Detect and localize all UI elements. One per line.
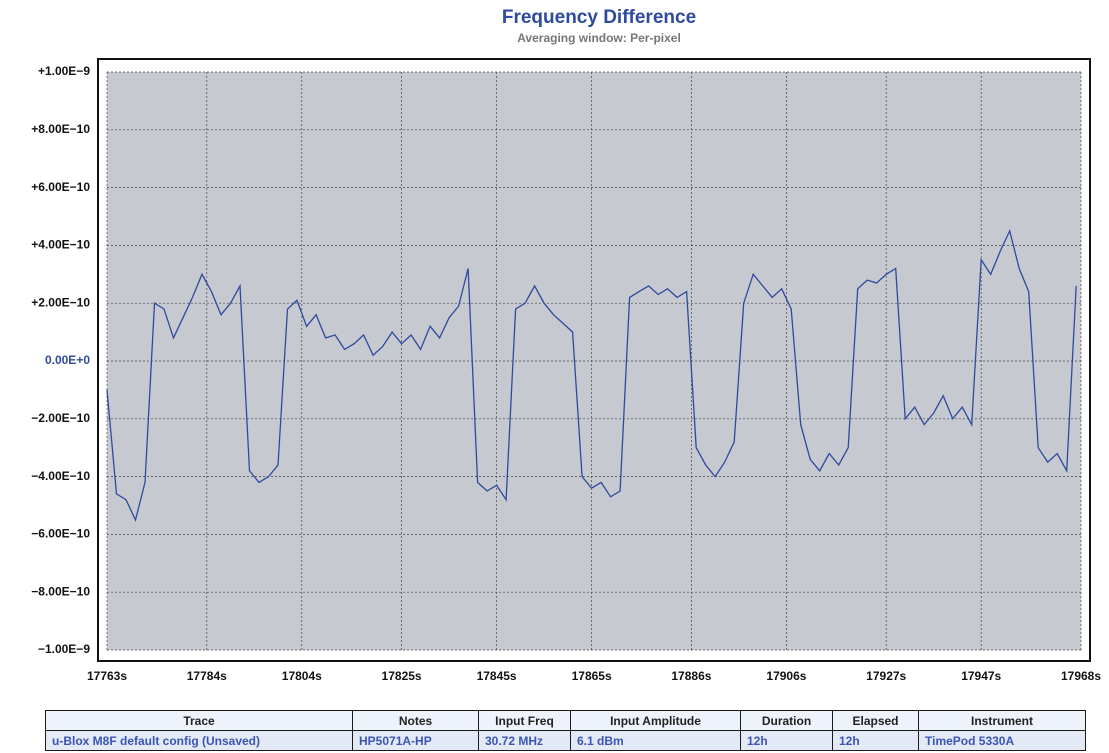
x-tick-label: 17865s (572, 669, 612, 683)
table-cell: 12h (832, 730, 919, 751)
plot-area (107, 72, 1081, 650)
x-tick-label: 17968s (1061, 669, 1101, 683)
column-header: Instrument (918, 710, 1086, 731)
column-header: Trace (45, 710, 353, 731)
y-tick-label: +8.00E−10 (31, 122, 90, 136)
info-table: Trace Notes Input Freq Input Amplitude Durat… (45, 710, 1086, 751)
table-row: u-Blox M8F default config (Unsaved) HP507… (45, 730, 1086, 751)
chart-title: Frequency Difference (502, 7, 696, 28)
y-tick-label: −4.00E−10 (31, 469, 90, 483)
y-tick-label: −1.00E−9 (38, 642, 90, 656)
chart-subtitle: Averaging window: Per-pixel (517, 31, 681, 45)
x-tick-label: 17825s (382, 669, 422, 683)
table-cell: 30.72 MHz (478, 730, 571, 751)
chart: Frequency Difference Averaging window: P… (31, 7, 1101, 683)
column-header: Input Freq (478, 710, 571, 731)
table-cell: 12h (740, 730, 833, 751)
x-tick-label: 17927s (866, 669, 906, 683)
x-tick-label: 17906s (766, 669, 806, 683)
column-header: Input Amplitude (570, 710, 741, 731)
table-header: Trace Notes Input Freq Input Amplitude Durat… (45, 710, 1086, 731)
x-tick-label: 17784s (187, 669, 227, 683)
column-header: Duration (740, 710, 833, 731)
table-cell: 6.1 dBm (570, 730, 741, 751)
x-tick-label: 17804s (282, 669, 322, 683)
table-body: u-Blox M8F default config (Unsaved) HP507… (45, 730, 1086, 751)
y-tick-label: 0.00E+0 (45, 353, 90, 367)
column-header: Notes (352, 710, 479, 731)
table-cell: HP5071A-HP (352, 730, 479, 751)
x-tick-label: 17886s (671, 669, 711, 683)
y-tick-label: −2.00E−10 (31, 411, 90, 425)
y-tick-label: −8.00E−10 (31, 584, 90, 598)
y-tick-label: +6.00E−10 (31, 180, 90, 194)
x-tick-label: 17947s (961, 669, 1001, 683)
table-cell: TimePod 5330A (918, 730, 1086, 751)
table-cell: u-Blox M8F default config (Unsaved) (45, 730, 353, 751)
x-tick-label: 17845s (477, 669, 517, 683)
y-tick-label: +2.00E−10 (31, 295, 90, 309)
data-line (106, 228, 1077, 522)
y-tick-label: −6.00E−10 (31, 527, 90, 541)
y-tick-label: +1.00E−9 (38, 64, 90, 78)
y-tick-label: +4.00E−10 (31, 238, 90, 252)
x-tick-label: 17763s (87, 669, 127, 683)
column-header: Elapsed (832, 710, 919, 731)
